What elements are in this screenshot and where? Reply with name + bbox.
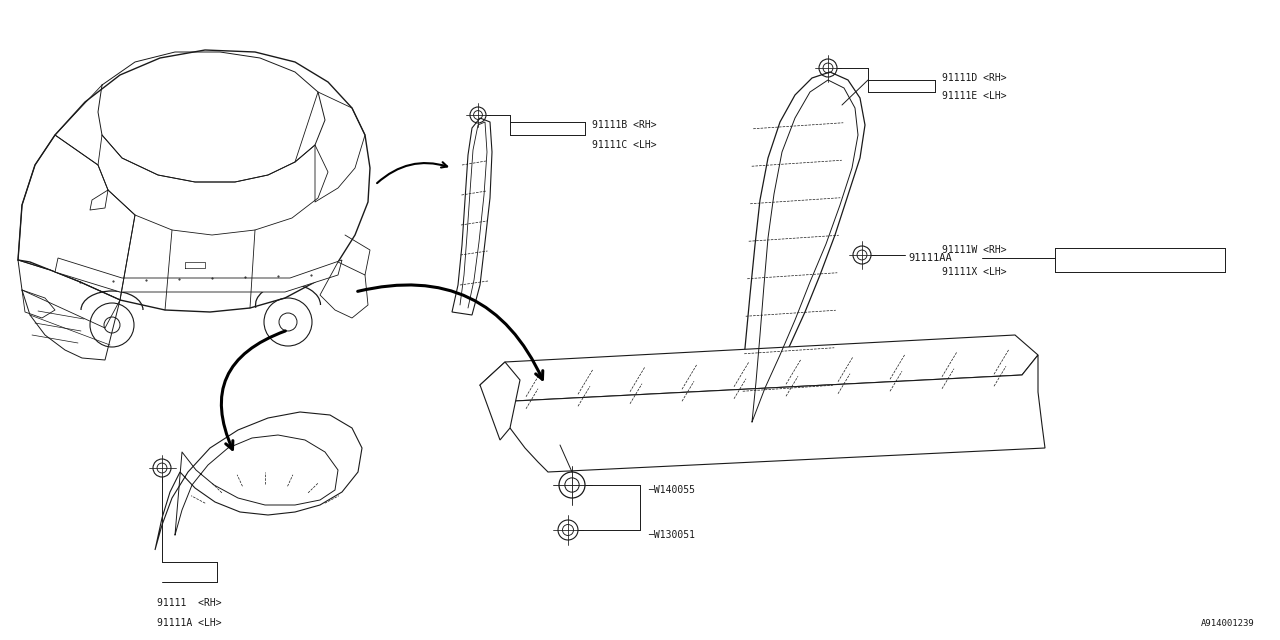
Polygon shape [480, 355, 1044, 472]
Polygon shape [452, 118, 492, 315]
Text: 91111W <RH>: 91111W <RH> [942, 245, 1006, 255]
Polygon shape [480, 335, 1038, 402]
Polygon shape [155, 412, 362, 550]
Text: 91111B <RH>: 91111B <RH> [591, 120, 657, 130]
Text: A914001239: A914001239 [1201, 619, 1254, 628]
Text: ─W130051: ─W130051 [648, 530, 695, 540]
Text: 91111A <LH>: 91111A <LH> [157, 618, 221, 628]
Text: 91111AA: 91111AA [908, 253, 952, 263]
Text: ─W140055: ─W140055 [648, 485, 695, 495]
Text: 91111D <RH>: 91111D <RH> [942, 73, 1006, 83]
Polygon shape [55, 258, 342, 292]
Text: 91111C <LH>: 91111C <LH> [591, 140, 657, 150]
Polygon shape [18, 260, 120, 360]
Polygon shape [480, 362, 520, 440]
Text: 91111X <LH>: 91111X <LH> [942, 267, 1006, 277]
Polygon shape [735, 72, 865, 435]
Text: 91111  <RH>: 91111 <RH> [157, 598, 221, 608]
Text: 91111E <LH>: 91111E <LH> [942, 91, 1006, 101]
Polygon shape [18, 50, 370, 312]
